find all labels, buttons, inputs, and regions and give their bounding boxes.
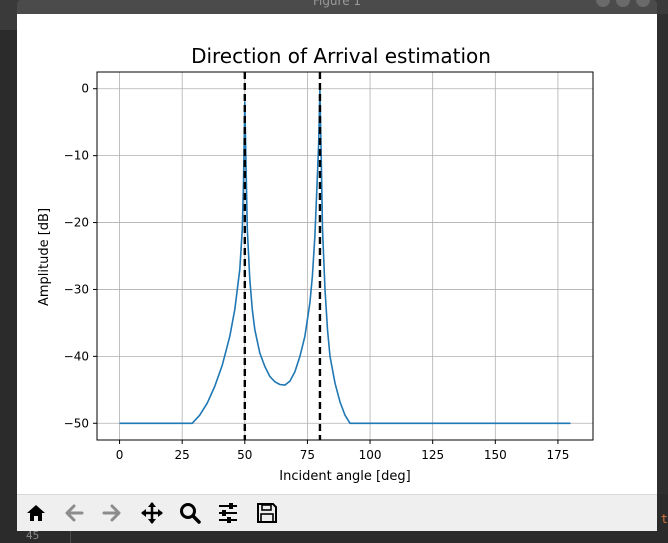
move-icon [141, 502, 163, 524]
x-tick-label: 75 [300, 448, 315, 462]
arrow-left-icon [65, 504, 84, 522]
y-axis-label: Amplitude [dB] [37, 208, 52, 306]
home-icon [27, 505, 45, 521]
sliders-icon [219, 503, 237, 523]
magnifier-icon [180, 503, 201, 524]
back-button[interactable] [61, 500, 87, 526]
x-tick-label: 25 [175, 448, 190, 462]
background-editor-gutter [0, 528, 668, 543]
home-button[interactable] [23, 500, 49, 526]
arrow-right-icon [102, 504, 121, 522]
save-button[interactable] [254, 500, 280, 526]
y-tick-label: −10 [64, 149, 89, 163]
data-layer [119, 72, 571, 440]
floppy-disk-icon [257, 503, 277, 523]
x-tick-label: 150 [484, 448, 507, 462]
background-line-number: 45 [26, 529, 40, 542]
background-code-text: t [660, 512, 668, 526]
navigation-toolbar [17, 494, 657, 531]
x-tick-label: 100 [359, 448, 382, 462]
pan-button[interactable] [139, 500, 165, 526]
chart-title: Direction of Arrival estimation [191, 44, 491, 68]
figure-canvas: 0 25 50 75 100 125 150 175 0 −10 −20 −30 −40 −50 Dire… [17, 14, 657, 494]
configure-subplots-button[interactable] [215, 500, 241, 526]
x-tick-label: 125 [421, 448, 444, 462]
close-button[interactable] [636, 0, 650, 7]
y-tick-label: −40 [64, 349, 89, 363]
ticks: 0 25 50 75 100 125 150 175 0 −10 −20 −30 −40 −50 [64, 82, 570, 462]
window-titlebar[interactable]: Figure 1 [17, 0, 657, 14]
background-editor-edge [656, 14, 668, 494]
minimize-button[interactable] [596, 0, 610, 7]
window-title: Figure 1 [312, 0, 362, 8]
x-tick-label: 50 [237, 448, 252, 462]
x-tick-label: 175 [546, 448, 569, 462]
maximize-button[interactable] [616, 0, 630, 7]
background-gutter-divider [70, 528, 71, 543]
zoom-button[interactable] [177, 500, 203, 526]
y-tick-label: −50 [64, 416, 89, 430]
chart: 0 25 50 75 100 125 150 175 0 −10 −20 −30 −40 −50 Dire… [37, 44, 594, 484]
y-tick-label: 0 [81, 82, 89, 96]
y-tick-label: −30 [64, 282, 89, 296]
spectrum-line [119, 87, 571, 425]
y-tick-label: −20 [64, 216, 89, 230]
x-axis-label: Incident angle [deg] [279, 469, 410, 484]
x-tick-label: 0 [116, 448, 124, 462]
grid [97, 72, 593, 440]
axes-frame [96, 71, 594, 441]
forward-button[interactable] [99, 500, 125, 526]
